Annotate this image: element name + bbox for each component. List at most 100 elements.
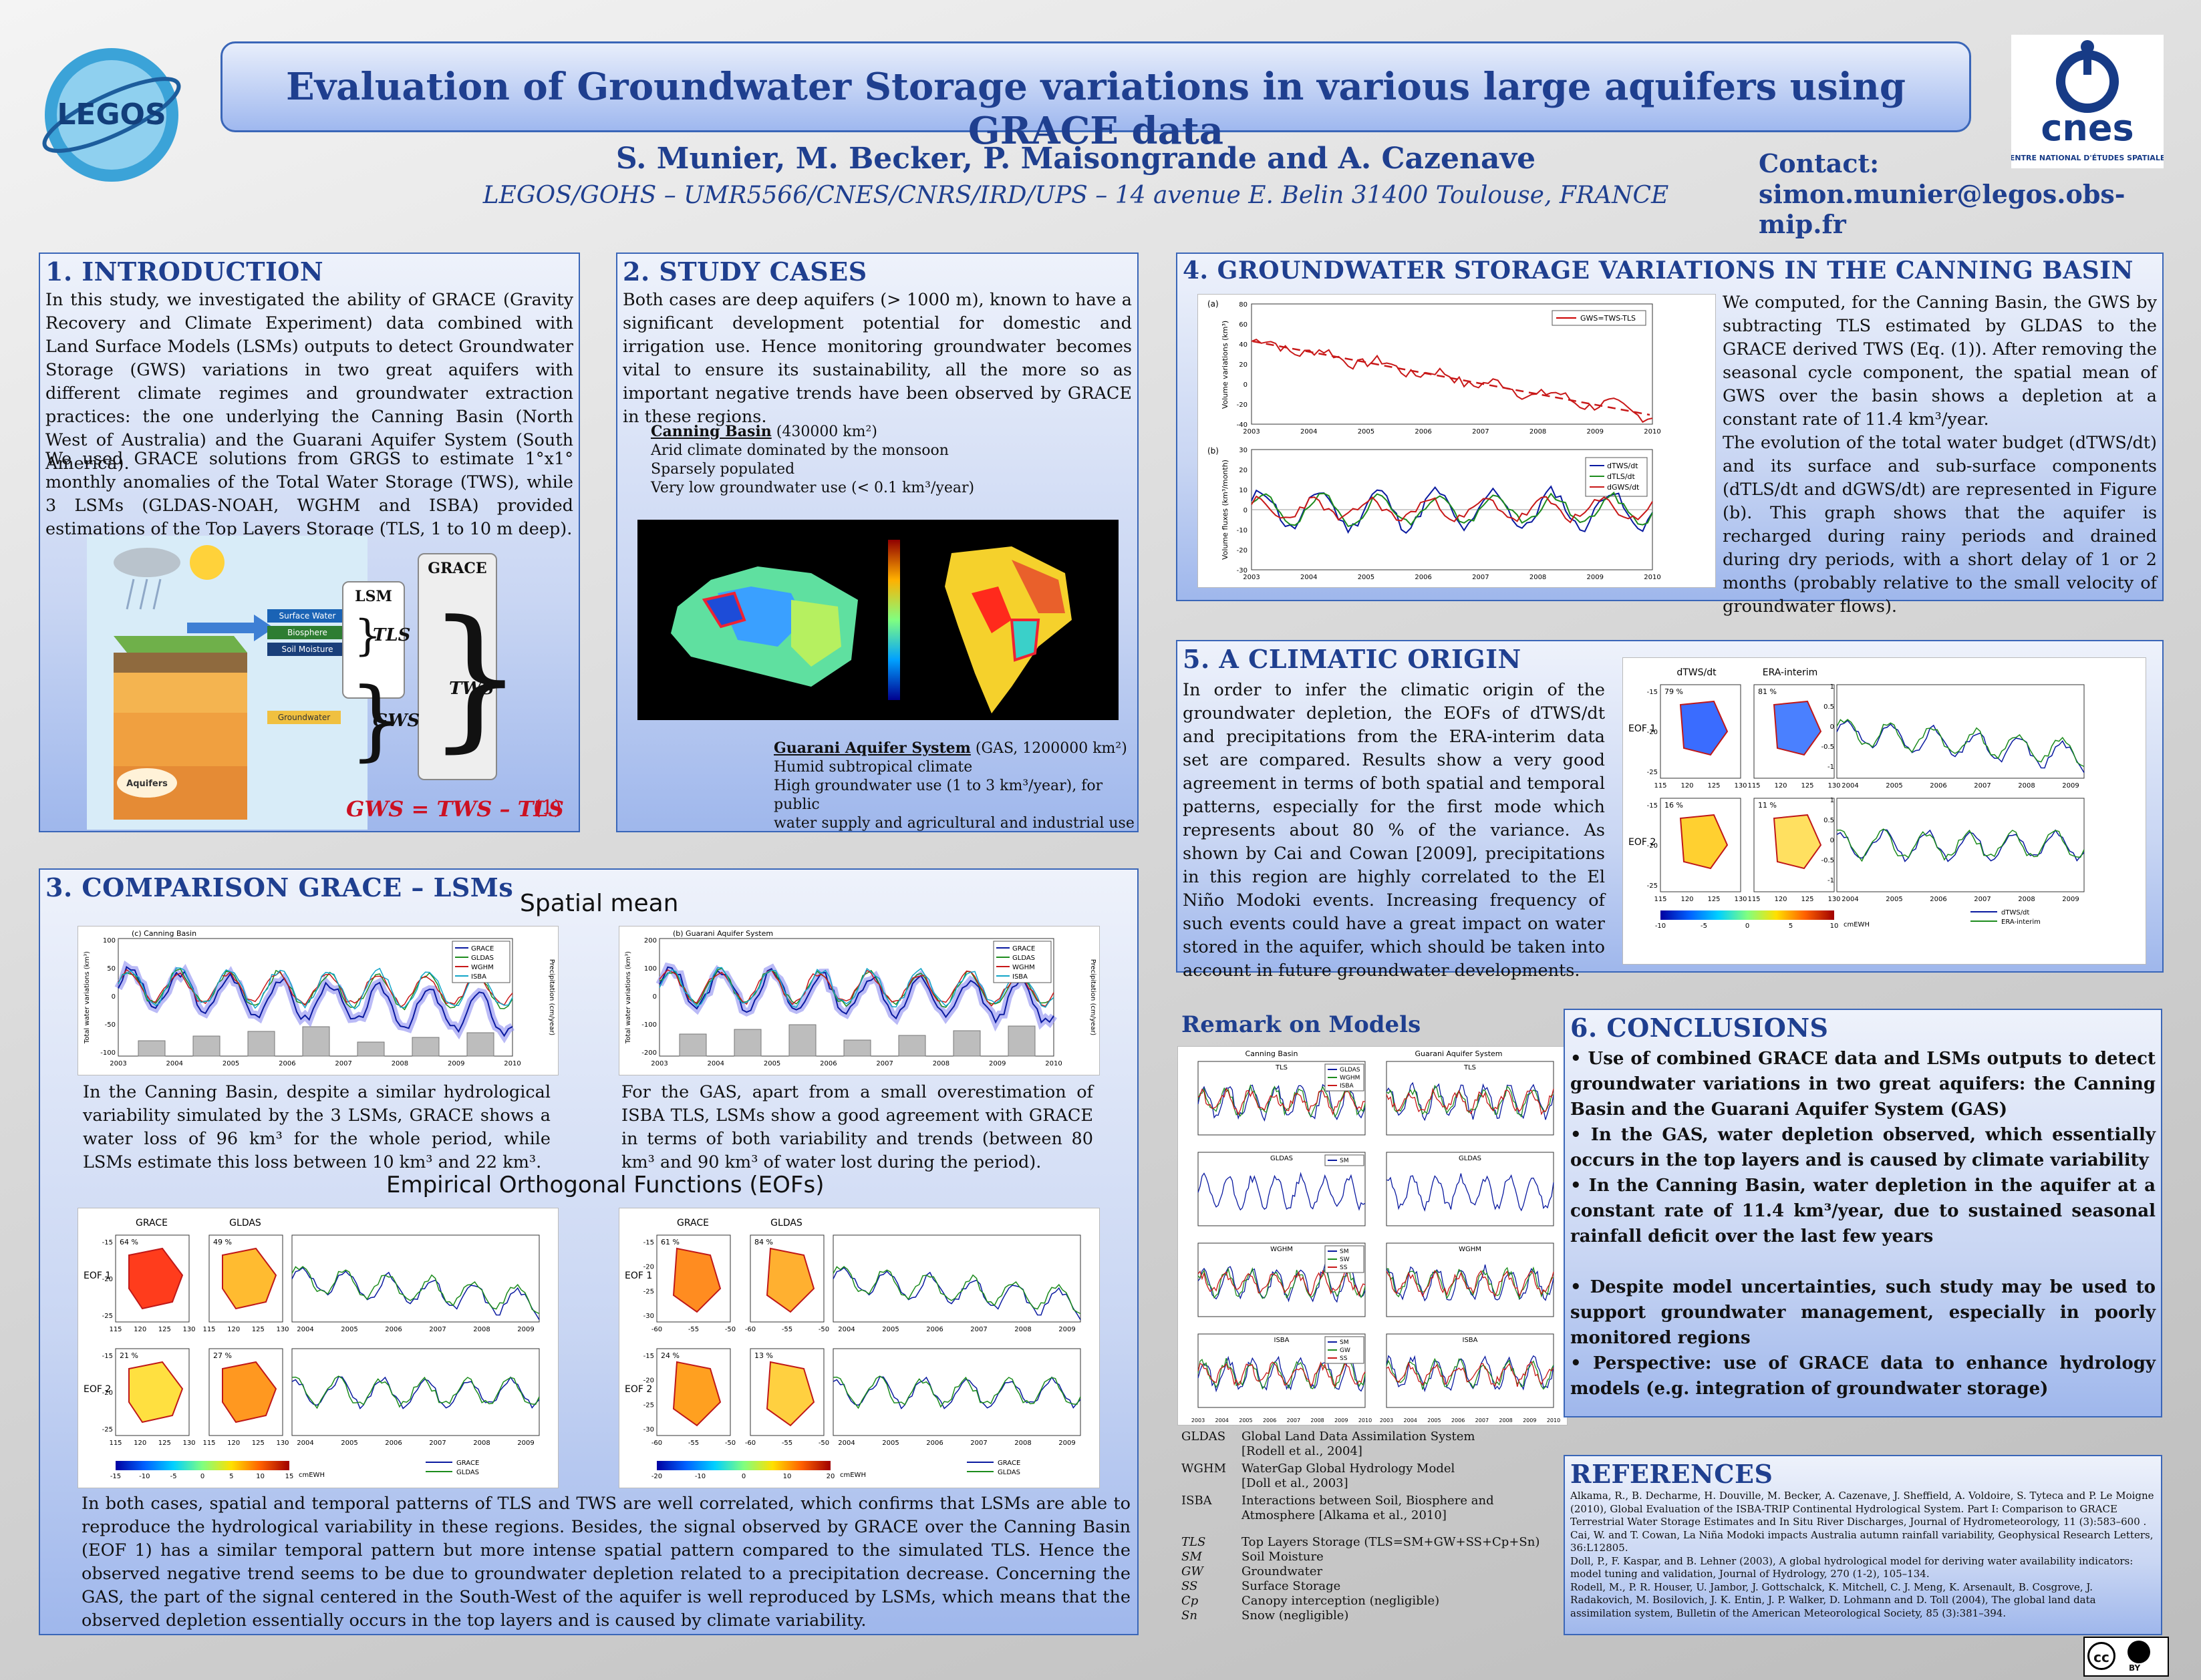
- contact-email[interactable]: simon.munier@legos.obs-mip.fr: [1759, 179, 2125, 239]
- clim-ytick: 0: [1830, 837, 1834, 844]
- climatic-title: 5. A CLIMATIC ORIGIN: [1183, 644, 1521, 674]
- eof-lon-tick: 115: [1654, 782, 1666, 790]
- plot-a-ytick: 40: [1239, 341, 1248, 349]
- eof-row-label: EOF 2: [625, 1384, 652, 1395]
- gws-panel: 4. GROUNDWATER STORAGE VARIATIONS IN THE…: [1176, 253, 2164, 617]
- eof-lon-tick: 125: [158, 1326, 171, 1333]
- clim-ytick: -0.5: [1821, 743, 1834, 751]
- precip-bar: [953, 1030, 981, 1057]
- tls-bracket: }: [354, 611, 382, 661]
- colorbar: [657, 1461, 831, 1470]
- gws-label: GWS: [373, 711, 420, 731]
- eof-lat-tick: -15: [1647, 802, 1658, 810]
- remark-series-line: [1386, 1085, 1554, 1118]
- eof-time-tick: 2005: [341, 1326, 357, 1333]
- tws-label: TWS: [449, 679, 494, 699]
- eof-time-tick: 2007: [1974, 782, 1991, 790]
- eof-lat-tick: -25: [102, 1426, 113, 1434]
- colorbar-tick: 0: [200, 1473, 204, 1480]
- eof-lon-tick: -50: [819, 1326, 829, 1333]
- plot-a-ytick: 0: [1243, 381, 1248, 389]
- wghm-line: [118, 969, 513, 1008]
- eof-percentage: 16 %: [1664, 801, 1683, 810]
- eof-time-tick: 2009: [1058, 1326, 1075, 1333]
- eof-map-pattern: [1773, 814, 1822, 870]
- eof-lat-tick: -20: [102, 1389, 113, 1397]
- eof-lat-tick: -30: [643, 1426, 654, 1434]
- variable-value: Surface Storage: [1241, 1579, 1341, 1593]
- legos-logo: LEGOS: [37, 40, 187, 190]
- plot-b-legend-dtls: dTLS/dt: [1607, 472, 1636, 481]
- variable-row: TLS Top Layers Storage (TLS=SM+GW+SS+Cp+S…: [1181, 1535, 1556, 1550]
- reference-item-1: Alkama, R., B. Decharme, H. Douville, M.…: [1570, 1490, 2154, 1528]
- spatial-ylabel2: Precipitation (cm/year): [548, 959, 555, 1036]
- eof-col1-header: dTWS/dt: [1676, 667, 1717, 678]
- plot-a-ytick: 60: [1239, 321, 1248, 329]
- precip-bar: [192, 1035, 221, 1057]
- reference-item-3: Doll, P., F. Kaspar, and B. Lehner (2003…: [1570, 1554, 2134, 1580]
- eof-lon-tick: 125: [1801, 896, 1813, 903]
- eof-lon-tick: -50: [819, 1440, 829, 1447]
- reference-item-2: Cai, W. and T. Cowan, La Niña Modoki imp…: [1570, 1528, 2154, 1554]
- eof-time-tick: 2004: [297, 1440, 313, 1447]
- eof-lon-tick: -55: [688, 1326, 699, 1333]
- cc-license-badge[interactable]: cc BY: [2083, 1637, 2169, 1677]
- plot-a-xtick: 2008: [1529, 428, 1546, 436]
- eof-time-tick: 2008: [2018, 896, 2035, 903]
- eof-percentage: 84 %: [754, 1238, 773, 1246]
- gws-paragraph-1: We computed, for the Canning Basin, the …: [1723, 293, 2157, 430]
- colorbar-tick: 5: [229, 1473, 233, 1480]
- eof-lat-tick: -25: [1647, 769, 1658, 776]
- soil-layers-diagram: Aquifers Surface Water Biosphere Soil Mo…: [87, 536, 368, 830]
- plot-a-ytick: 80: [1239, 301, 1248, 309]
- eof-lon-tick: 125: [252, 1326, 265, 1333]
- lsm-box: LSM: [342, 581, 405, 699]
- remark-series-line: [1386, 1173, 1554, 1212]
- spatial-xtick: 2007: [876, 1060, 893, 1067]
- cnes-logo-text: cnes: [2041, 107, 2134, 149]
- remark-legend-entry: ISBA: [1340, 1083, 1354, 1089]
- eof-time-tick: 2005: [882, 1326, 899, 1333]
- guarani-name: Guarani Aquifer System: [774, 739, 971, 757]
- plot-a-xtick: 2003: [1243, 428, 1260, 436]
- eof-lon-tick: -60: [651, 1440, 662, 1447]
- eof-time-tick: 2005: [882, 1440, 899, 1447]
- eof-time-tick: 2006: [926, 1326, 943, 1333]
- precip-bar: [843, 1039, 871, 1057]
- plot-b-ytick: -30: [1237, 567, 1248, 574]
- remark-col1: Canning Basin: [1245, 1049, 1298, 1058]
- plot-b-legend-dgws: dGWS/dt: [1607, 483, 1640, 492]
- conclusion-item-4: • Despite model uncertainties, such stud…: [1570, 1277, 2156, 1348]
- eof-lon-tick: 120: [134, 1440, 146, 1447]
- remark-xtick: 2006: [1451, 1417, 1465, 1423]
- eof-series-line: [833, 1375, 1081, 1409]
- remark-plot-title: WGHM: [1270, 1246, 1293, 1253]
- eof-map-pattern: [222, 1247, 277, 1310]
- colorbar-unit: cmEWH: [299, 1472, 325, 1479]
- eof-lon-tick: -50: [725, 1326, 736, 1333]
- eof-timeseries-frame: [1836, 684, 2085, 779]
- eof-row-label: EOF 1: [625, 1271, 652, 1281]
- comparison-title: 3. COMPARISON GRACE – LSMs: [45, 872, 514, 902]
- variable-key: Cp: [1181, 1594, 1199, 1608]
- spatial-legend-entry: ISBA: [1012, 973, 1028, 981]
- eof-col1-header: GRACE: [136, 1218, 168, 1228]
- references-title: REFERENCES: [1570, 1459, 1773, 1489]
- plot-b-xtick: 2004: [1300, 574, 1317, 581]
- remark-plot-frame: [1386, 1152, 1554, 1226]
- eof-lat-tick: -15: [643, 1353, 654, 1360]
- references-list: Alkama, R., B. Decharme, H. Douville, M.…: [1570, 1490, 2157, 1620]
- eof-lat-tick: -15: [1647, 689, 1658, 696]
- remark-legend-entry: GLDAS: [1340, 1067, 1360, 1073]
- spatial-xtick: 2010: [1045, 1060, 1062, 1067]
- reference-item-4: Rodell, M., P. R. Houser, U. Jambor, J. …: [1570, 1580, 2096, 1619]
- colorbar-tick: 10: [256, 1473, 265, 1480]
- plot-b-ytick: -20: [1237, 547, 1248, 554]
- study-title: 2. STUDY CASES: [623, 257, 867, 287]
- eof-time-tick: 2007: [970, 1440, 987, 1447]
- equation-number: (1): [533, 796, 562, 820]
- eof-row-label: EOF 1: [1628, 723, 1656, 734]
- gws-bracket: }: [349, 669, 404, 770]
- remark-series-line: [1197, 1172, 1366, 1211]
- eof-lat-tick: -20: [643, 1264, 654, 1271]
